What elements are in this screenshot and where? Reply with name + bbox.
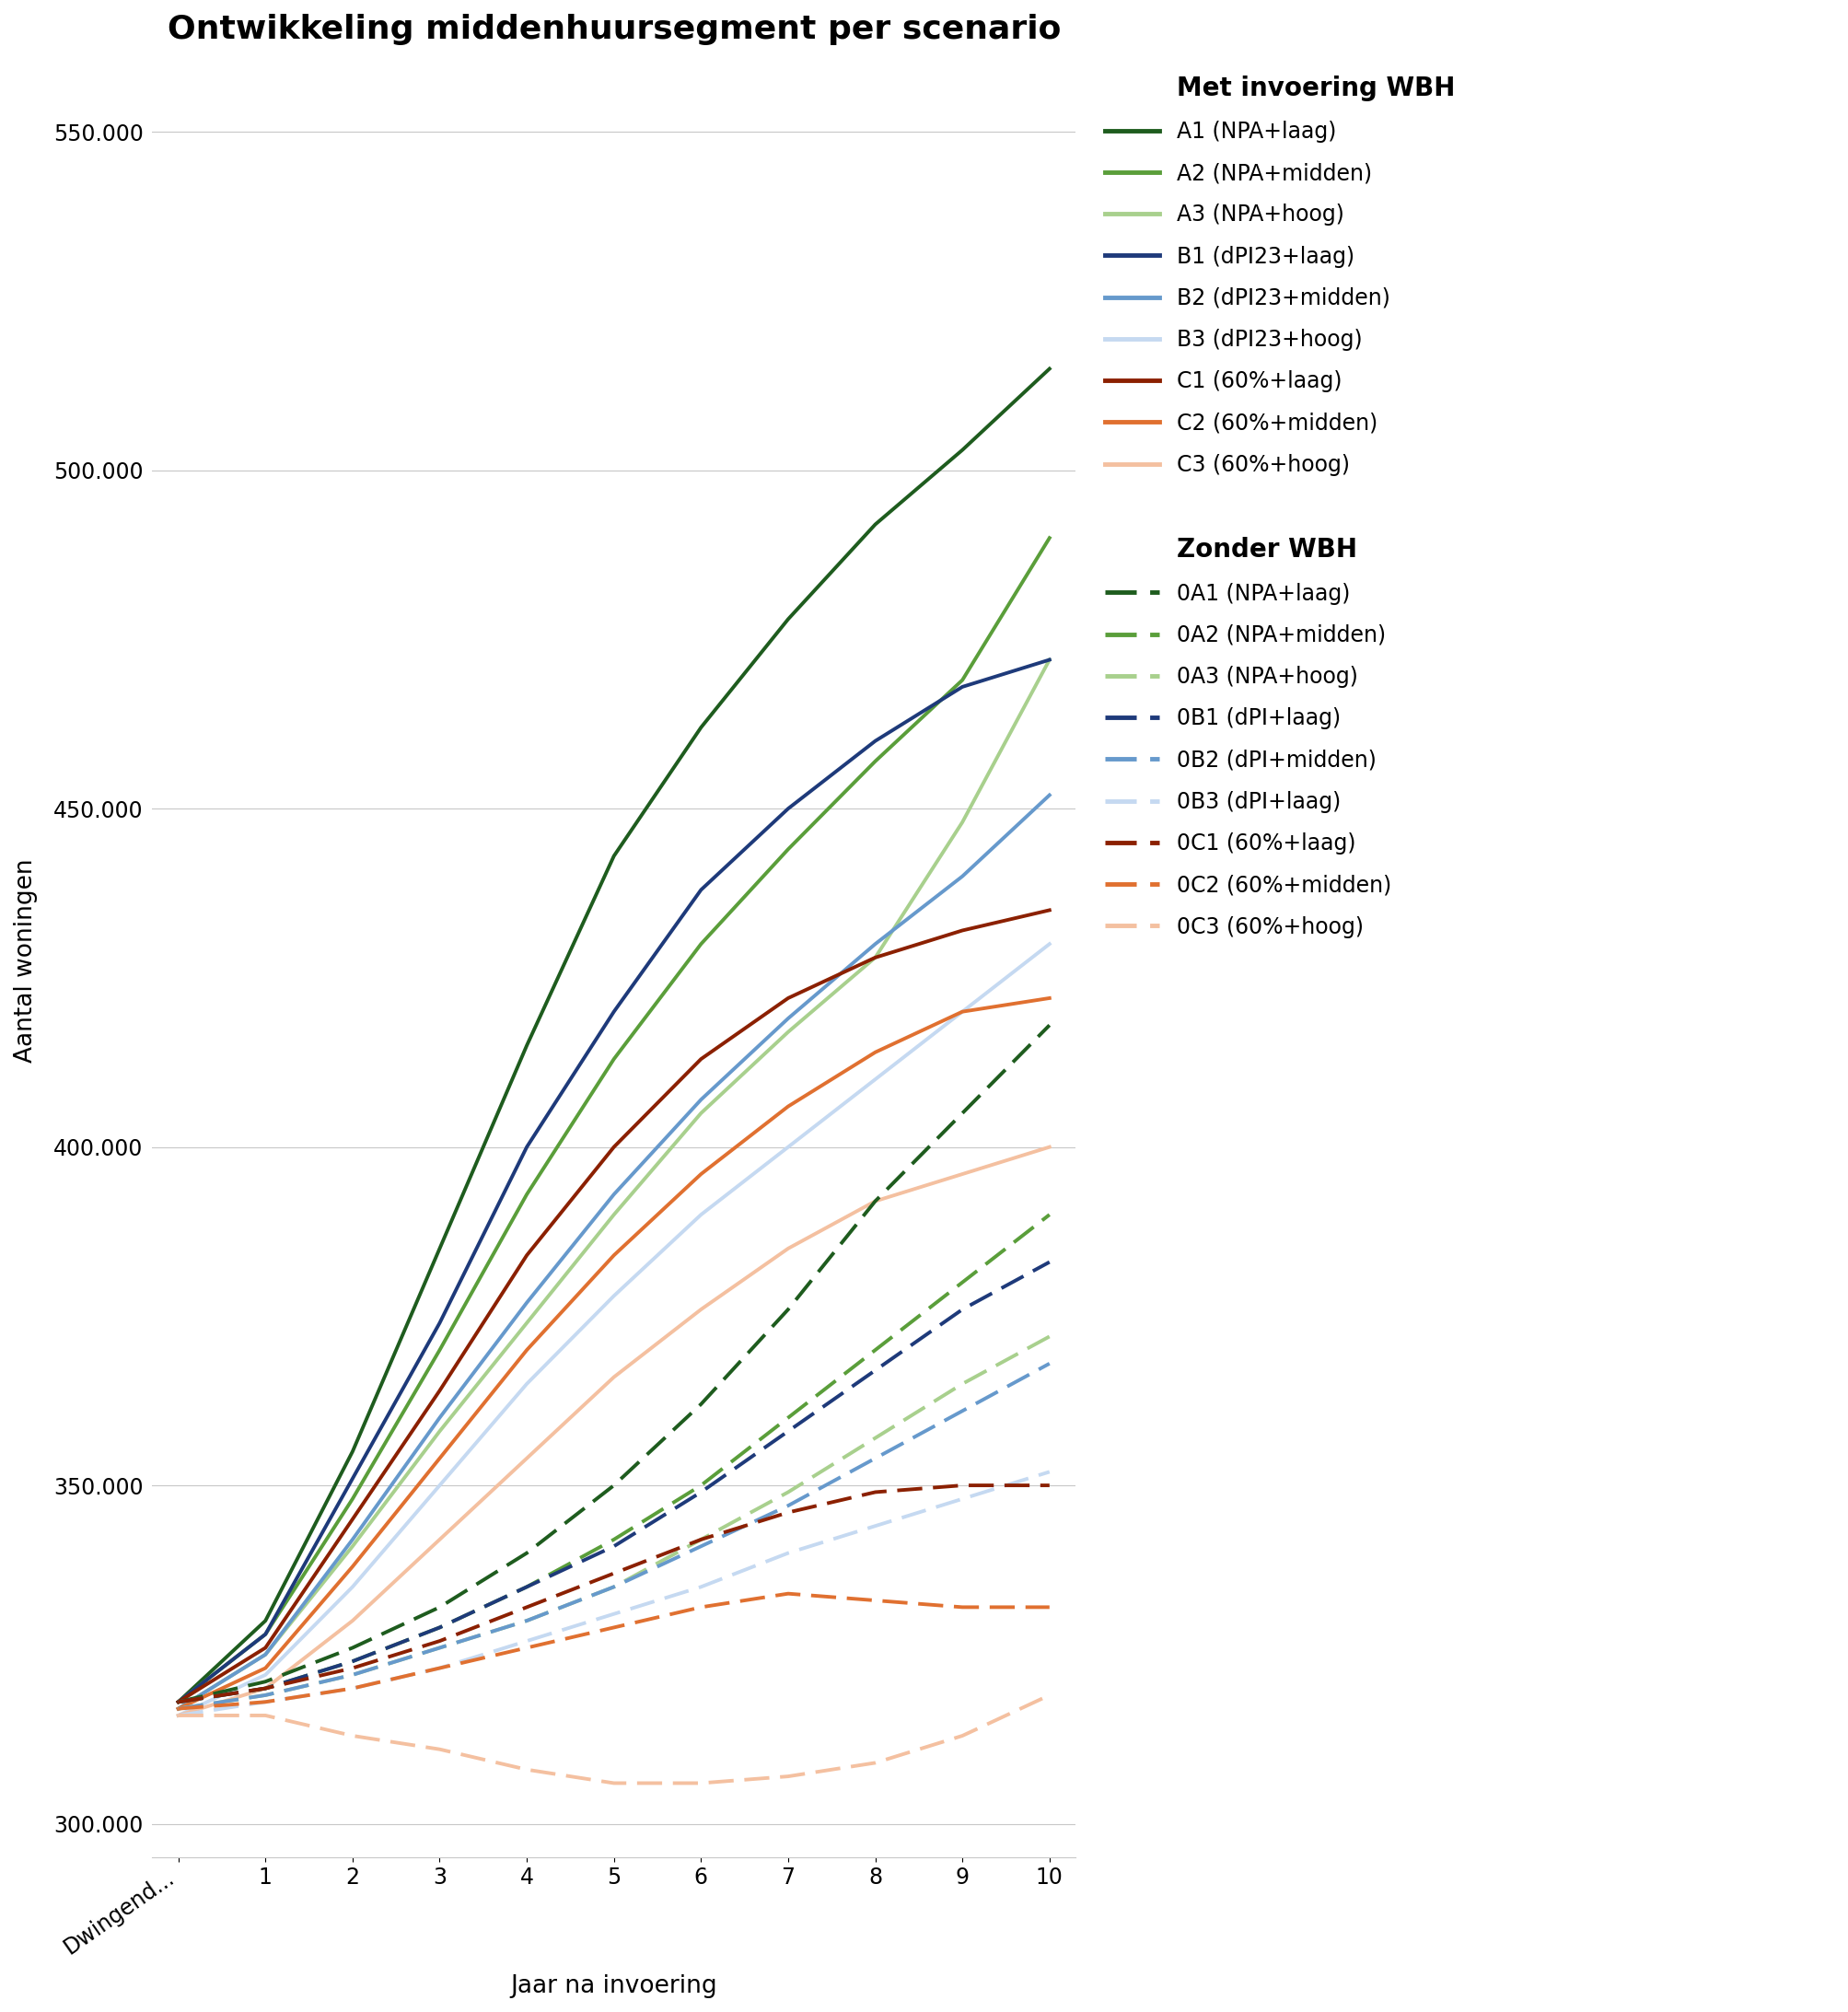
X-axis label: Jaar na invoering: Jaar na invoering <box>510 1974 717 1998</box>
Title: Ontwikkeling middenhuursegment per scenario: Ontwikkeling middenhuursegment per scena… <box>166 14 1061 44</box>
Y-axis label: Aantal woningen: Aantal woningen <box>13 859 37 1062</box>
Legend: Met invoering WBH, A1 (NPA+laag), A2 (NPA+midden), A3 (NPA+hoog), B1 (dPI23+laag: Met invoering WBH, A1 (NPA+laag), A2 (NP… <box>1105 74 1454 938</box>
